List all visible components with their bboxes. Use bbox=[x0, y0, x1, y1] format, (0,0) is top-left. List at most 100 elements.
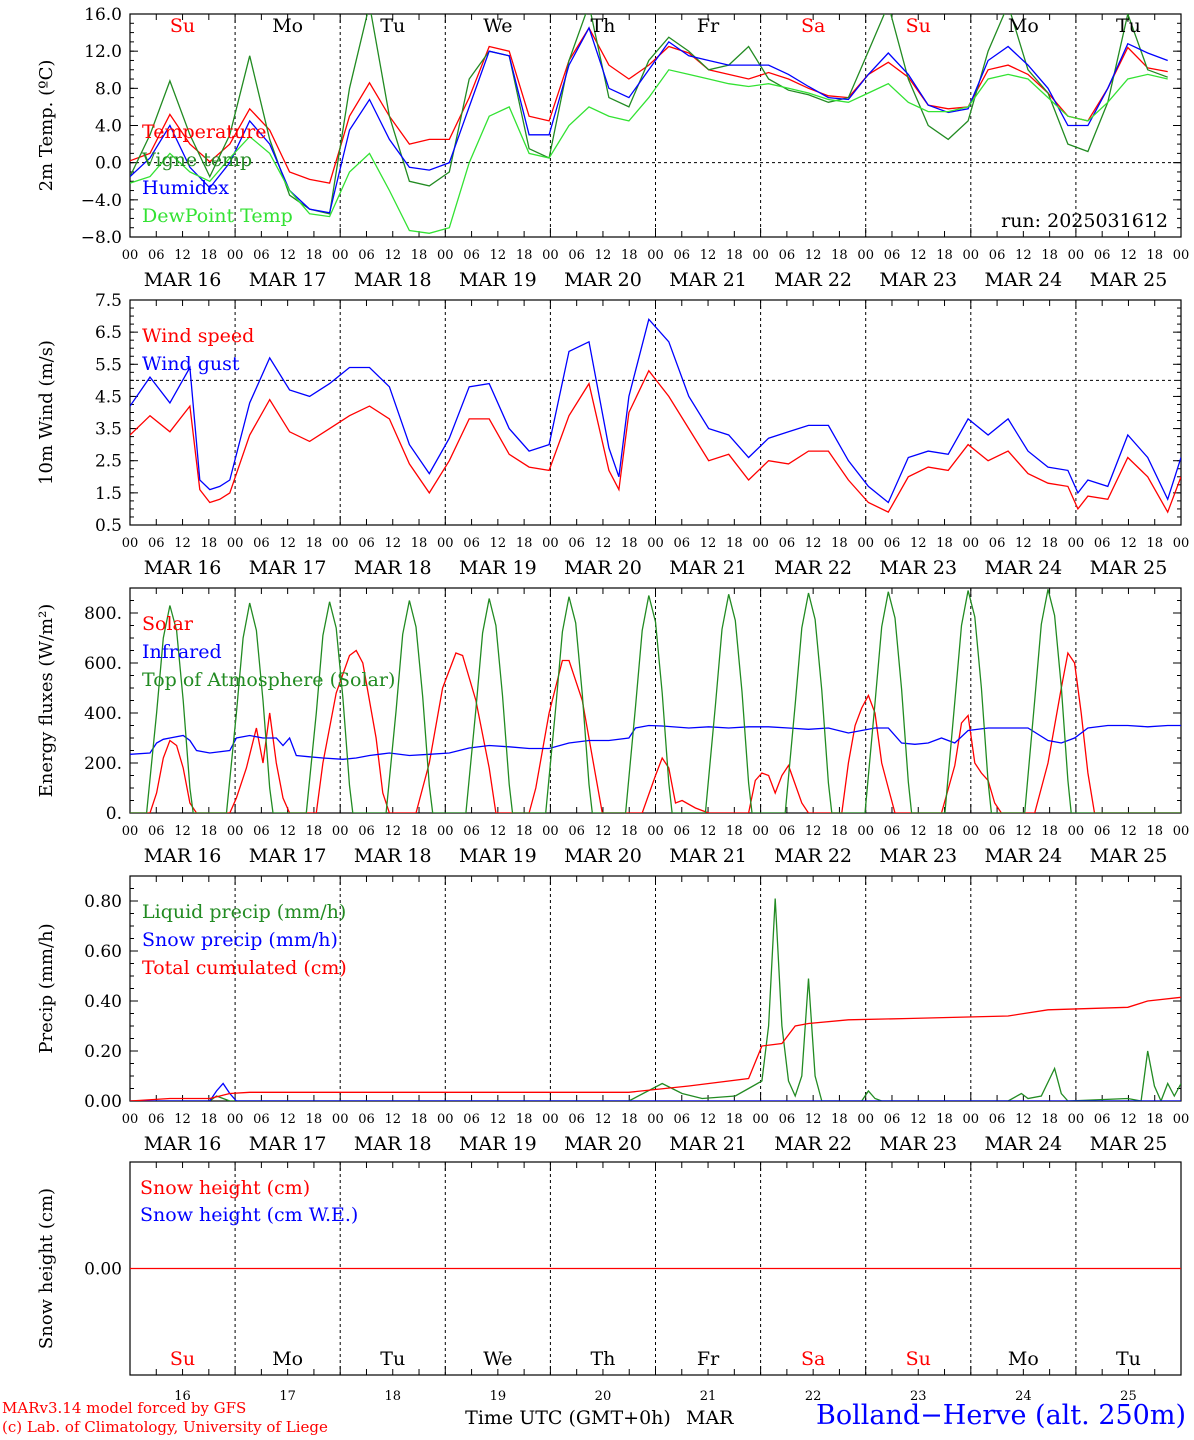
x-hour-label: 00 bbox=[122, 1112, 139, 1127]
x-hour-label: 00 bbox=[1173, 248, 1190, 263]
x-date-label: MAR 24 bbox=[984, 845, 1062, 867]
day-number-label: 17 bbox=[279, 1389, 296, 1404]
x-hour-label: 12 bbox=[595, 1112, 612, 1127]
x-date-label: MAR 22 bbox=[774, 557, 852, 579]
y-axis-label: Precip (mm/h) bbox=[36, 923, 57, 1053]
x-hour-label: 18 bbox=[201, 536, 218, 551]
x-hour-label: 12 bbox=[279, 248, 296, 263]
y-tick-label: 0.80 bbox=[84, 892, 122, 912]
y-tick-label: 0.5 bbox=[95, 516, 122, 536]
x-hour-label: 00 bbox=[857, 1112, 874, 1127]
weekday-label: We bbox=[483, 1348, 512, 1370]
x-hour-label: 12 bbox=[490, 1112, 507, 1127]
y-tick-label: 1.5 bbox=[95, 484, 122, 504]
y-axis-label: 2m Temp. (ºC) bbox=[36, 60, 57, 192]
x-date-label: MAR 18 bbox=[354, 845, 432, 867]
x-date-label: MAR 21 bbox=[669, 557, 747, 579]
y-axis-label: Energy fluxes (W/m²) bbox=[36, 604, 57, 798]
x-hour-label: 06 bbox=[568, 248, 585, 263]
x-hour-label: 06 bbox=[779, 536, 796, 551]
legend-entry: Snow precip (mm/h) bbox=[142, 929, 338, 951]
x-hour-label: 06 bbox=[674, 824, 691, 839]
y-axis-label: 10m Wind (m/s) bbox=[36, 340, 57, 485]
series-line-snow-precip-mm-h- bbox=[130, 1082, 1181, 1101]
x-hour-label: 00 bbox=[647, 1112, 664, 1127]
x-hour-label: 06 bbox=[463, 248, 480, 263]
x-hour-label: 18 bbox=[621, 1112, 638, 1127]
x-date-label: MAR 25 bbox=[1090, 845, 1168, 867]
legend-entry: Wind gust bbox=[142, 353, 240, 375]
x-hour-label: 18 bbox=[306, 1112, 323, 1127]
x-hour-label: 18 bbox=[411, 1112, 428, 1127]
x-date-label: MAR 17 bbox=[249, 269, 327, 291]
x-hour-label: 18 bbox=[411, 536, 428, 551]
series-line-humidex bbox=[130, 26, 1168, 214]
x-hour-label: 06 bbox=[568, 1112, 585, 1127]
weekday-label: Mo bbox=[272, 15, 303, 37]
x-hour-label: 00 bbox=[332, 536, 349, 551]
x-hour-label: 18 bbox=[1146, 1112, 1163, 1127]
x-hour-label: 12 bbox=[1015, 536, 1032, 551]
x-hour-label: 18 bbox=[1041, 536, 1058, 551]
x-hour-label: 00 bbox=[122, 536, 139, 551]
x-hour-label: 00 bbox=[437, 824, 454, 839]
x-hour-label: 12 bbox=[700, 536, 717, 551]
x-hour-label: 00 bbox=[963, 824, 980, 839]
panel-4 bbox=[129, 875, 1182, 1102]
x-date-label: MAR 25 bbox=[1090, 269, 1168, 291]
x-date-label: MAR 22 bbox=[774, 845, 852, 867]
x-date-label: MAR 23 bbox=[879, 557, 957, 579]
weekday-label: Tu bbox=[1116, 15, 1141, 37]
x-hour-label: 12 bbox=[595, 824, 612, 839]
y-tick-label: 8.0 bbox=[95, 79, 122, 99]
y-axis-label: Snow height (cm) bbox=[36, 1188, 57, 1349]
x-hour-label: 00 bbox=[752, 824, 769, 839]
legend-entry: Solar bbox=[142, 613, 194, 635]
x-date-label: MAR 25 bbox=[1090, 557, 1168, 579]
weekday-label: Fr bbox=[697, 15, 720, 37]
x-hour-label: 06 bbox=[989, 1112, 1006, 1127]
y-tick-label: 0.00 bbox=[84, 1260, 122, 1280]
x-hour-label: 18 bbox=[936, 536, 953, 551]
x-hour-label: 18 bbox=[306, 248, 323, 263]
x-hour-label: 00 bbox=[332, 824, 349, 839]
x-date-label: MAR 16 bbox=[144, 845, 222, 867]
x-date-label: MAR 24 bbox=[984, 269, 1062, 291]
x-hour-label: 06 bbox=[674, 1112, 691, 1127]
x-hour-label: 18 bbox=[1041, 1112, 1058, 1127]
x-hour-label: 18 bbox=[621, 536, 638, 551]
x-hour-label: 06 bbox=[253, 1112, 270, 1127]
y-tick-label: 3.5 bbox=[95, 420, 122, 440]
weekday-label: Su bbox=[906, 15, 931, 37]
x-hour-label: 12 bbox=[490, 248, 507, 263]
x-hour-label: 06 bbox=[463, 1112, 480, 1127]
x-date-label: MAR 17 bbox=[249, 845, 327, 867]
station-name: Bolland−Herve (alt. 250m) bbox=[816, 1400, 1186, 1431]
x-hour-label: 18 bbox=[201, 248, 218, 263]
x-hour-label: 06 bbox=[148, 1112, 165, 1127]
x-hour-label: 12 bbox=[384, 536, 401, 551]
model-credit: MARv3.14 model forced by GFS bbox=[2, 1399, 247, 1417]
x-hour-label: 12 bbox=[279, 824, 296, 839]
x-hour-label: 06 bbox=[463, 824, 480, 839]
x-date-label: MAR 19 bbox=[459, 1133, 537, 1155]
x-hour-label: 06 bbox=[358, 248, 375, 263]
weekday-label: Su bbox=[170, 15, 195, 37]
x-hour-label: 18 bbox=[1146, 248, 1163, 263]
x-hour-label: 06 bbox=[358, 824, 375, 839]
x-hour-label: 00 bbox=[857, 248, 874, 263]
y-tick-label: 4.0 bbox=[95, 117, 122, 137]
panel-frame bbox=[129, 13, 1182, 238]
day-number-label: 18 bbox=[384, 1389, 401, 1404]
x-axis-title: Time UTC (GMT+0h) bbox=[465, 1407, 671, 1429]
x-date-label: MAR 20 bbox=[564, 269, 642, 291]
x-date-label: MAR 20 bbox=[564, 1133, 642, 1155]
x-hour-label: 06 bbox=[253, 824, 270, 839]
x-hour-label: 00 bbox=[1068, 824, 1085, 839]
x-hour-label: 00 bbox=[227, 824, 244, 839]
x-hour-label: 12 bbox=[1015, 824, 1032, 839]
x-hour-label: 12 bbox=[910, 1112, 927, 1127]
y-tick-label: 0.00 bbox=[84, 1092, 122, 1112]
x-hour-label: 12 bbox=[384, 1112, 401, 1127]
x-hour-label: 18 bbox=[411, 248, 428, 263]
